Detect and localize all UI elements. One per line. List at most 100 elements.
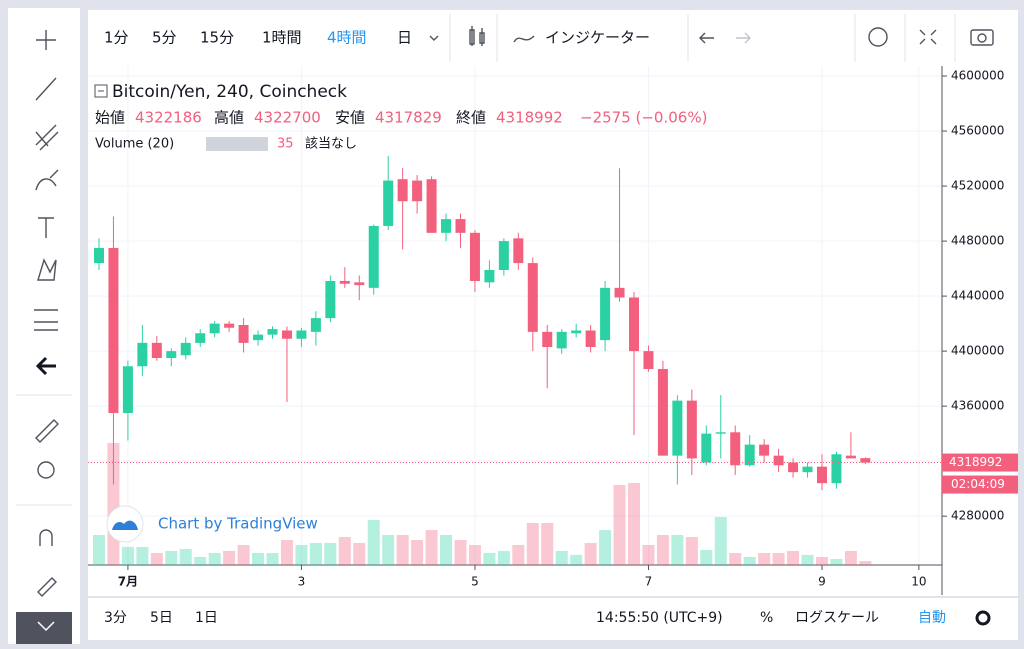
volume-bar — [859, 561, 872, 565]
y-tick-label: 4360000 — [951, 399, 1004, 413]
lock-tool[interactable] — [37, 577, 57, 597]
symbol-title: Bitcoin/Yen, 240, Coincheck — [112, 82, 347, 102]
range-button[interactable]: 1日 — [195, 610, 218, 626]
fib-tool[interactable] — [35, 124, 59, 151]
candle-body — [498, 241, 509, 270]
volume-bar — [787, 550, 800, 565]
interval-button[interactable]: 1時間 — [262, 29, 302, 47]
volume-bar — [599, 530, 612, 565]
candle-body — [816, 466, 827, 484]
indicator-icon[interactable] — [513, 35, 535, 43]
volume-bar — [570, 554, 583, 565]
candle-body — [513, 238, 524, 264]
volume-bar — [440, 534, 453, 565]
volume-bar — [642, 545, 655, 565]
log-button[interactable]: ログスケール — [795, 610, 879, 626]
range-button[interactable]: 3分 — [104, 610, 127, 626]
volume-bar — [367, 519, 380, 565]
volume-bar — [223, 550, 236, 565]
candle-body — [151, 342, 162, 359]
interval-button[interactable]: 15分 — [200, 29, 234, 47]
auto-button[interactable]: 自動 — [918, 610, 946, 626]
magnet-tool[interactable] — [39, 529, 53, 546]
volume-value: 35 — [277, 137, 294, 152]
volume-bar — [208, 553, 221, 565]
candle-body — [339, 280, 350, 284]
volume-bar — [266, 553, 279, 565]
candle-body — [701, 433, 712, 463]
crosshair-tool[interactable] — [36, 30, 56, 50]
toolbar-icons — [429, 14, 994, 62]
volume-controls[interactable] — [206, 137, 268, 151]
toolbar-separators — [449, 14, 956, 62]
watermark[interactable]: Chart by TradingView — [158, 515, 318, 533]
fullscreen-button[interactable] — [919, 29, 937, 45]
volume-bar — [150, 553, 163, 565]
volume-bar — [729, 553, 742, 565]
text-tool[interactable] — [38, 217, 54, 238]
candle-body — [209, 323, 220, 334]
candle-body — [788, 462, 799, 473]
y-tick-label: 4400000 — [951, 344, 1004, 358]
change-value: −2575 (−0.06%) — [580, 109, 707, 127]
line-tool[interactable] — [35, 77, 57, 101]
candle-body — [354, 282, 365, 286]
collapse-icon[interactable] — [94, 84, 108, 98]
pattern-tool[interactable] — [37, 258, 57, 281]
ruler-tool[interactable] — [35, 419, 59, 443]
scale-settings[interactable] — [975, 610, 991, 626]
interval-button-active[interactable]: 4時間 — [327, 29, 367, 47]
hide-icon — [37, 621, 55, 632]
indicators-button[interactable]: インジケーター — [545, 29, 650, 47]
x-tick-label: 7月 — [118, 575, 138, 589]
undo-button[interactable] — [699, 32, 714, 44]
countdown: 02:04:09 — [951, 477, 1005, 491]
candle-body — [802, 466, 813, 473]
back-icon[interactable] — [35, 356, 56, 376]
volume-bar — [628, 482, 641, 565]
percent-button[interactable]: % — [760, 610, 773, 626]
candle-body — [730, 432, 741, 466]
volume-bar — [237, 545, 250, 565]
volume-bar — [671, 534, 684, 565]
interval-button[interactable]: 日 — [397, 29, 412, 47]
candle-body — [614, 287, 625, 298]
volume-bar — [179, 549, 192, 565]
prediction-tool[interactable] — [34, 309, 58, 331]
candle-body — [93, 247, 104, 264]
redo-button[interactable] — [736, 32, 751, 44]
settings-button[interactable] — [868, 27, 888, 47]
range-button[interactable]: 5日 — [150, 610, 173, 626]
candle-body — [527, 263, 538, 332]
volume-bar — [121, 546, 134, 565]
volume-bar — [512, 545, 525, 565]
chart-type-button[interactable] — [469, 26, 485, 46]
candle-body — [831, 454, 842, 484]
candle-body — [643, 351, 654, 370]
volume-bar — [526, 522, 539, 565]
x-tick-label: 3 — [298, 575, 306, 589]
volume-bar — [656, 534, 669, 565]
brush-tool[interactable] — [35, 169, 59, 191]
volume-bar — [425, 530, 438, 565]
zoom-tool[interactable] — [37, 461, 55, 479]
interval-dropdown[interactable] — [429, 35, 439, 41]
volume-ma: 該当なし — [305, 136, 357, 152]
volume-bar — [338, 537, 351, 565]
y-tick-label: 4440000 — [951, 289, 1004, 303]
price-label-box — [942, 453, 1018, 472]
ohlc-value: 4318992 — [496, 109, 563, 127]
screenshot-button[interactable] — [970, 29, 994, 46]
volume-bar — [758, 553, 771, 565]
interval-button[interactable]: 5分 — [152, 29, 177, 47]
candle-body — [571, 330, 582, 334]
volume-bar — [295, 545, 308, 565]
chart: 4280000432000043600004400000444000044800… — [88, 66, 1018, 595]
candle-body — [195, 333, 206, 343]
volume-bar — [801, 554, 814, 565]
interval-button[interactable]: 1分 — [104, 29, 129, 47]
volume-bar — [584, 542, 597, 565]
volume-bar — [92, 534, 105, 565]
watermark-cloud — [112, 520, 138, 530]
countdown-box — [942, 475, 1018, 494]
